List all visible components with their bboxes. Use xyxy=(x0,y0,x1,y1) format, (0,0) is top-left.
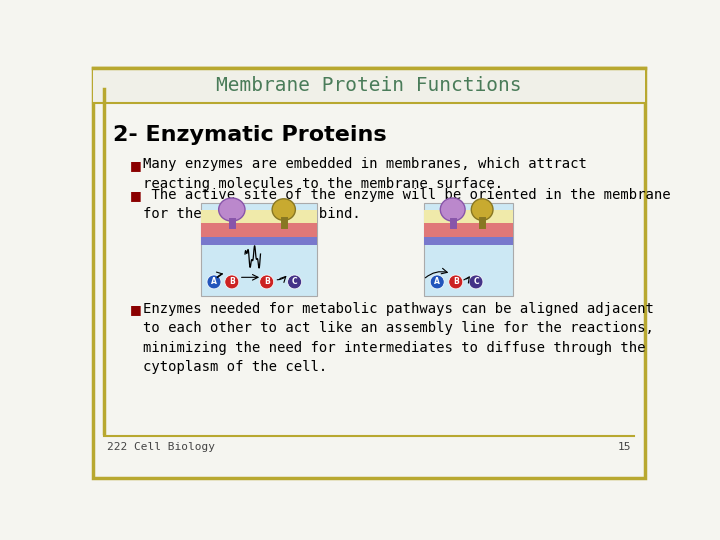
Circle shape xyxy=(431,275,444,289)
Bar xyxy=(201,224,317,237)
Text: The active site of the enzyme will be oriented in the membrane
for the substrate: The active site of the enzyme will be or… xyxy=(143,188,670,221)
Ellipse shape xyxy=(441,198,465,221)
Circle shape xyxy=(469,275,483,289)
Circle shape xyxy=(207,275,221,289)
Circle shape xyxy=(225,275,239,289)
Ellipse shape xyxy=(272,199,295,220)
Text: B: B xyxy=(453,278,459,286)
Text: C: C xyxy=(292,278,297,286)
Text: 222 Cell Biology: 222 Cell Biology xyxy=(107,442,215,452)
Text: ■: ■ xyxy=(130,159,142,172)
Circle shape xyxy=(449,275,463,289)
Ellipse shape xyxy=(219,198,245,221)
Ellipse shape xyxy=(472,199,493,220)
Text: B: B xyxy=(229,278,235,286)
Text: A: A xyxy=(434,278,440,286)
Text: ■: ■ xyxy=(130,303,142,316)
Circle shape xyxy=(260,275,274,289)
Bar xyxy=(423,224,513,237)
Text: 2- Enzymatic Proteins: 2- Enzymatic Proteins xyxy=(113,125,387,145)
Text: Enzymes needed for metabolic pathways can be aligned adjacent
to each other to a: Enzymes needed for metabolic pathways ca… xyxy=(143,302,654,374)
Bar xyxy=(201,237,317,245)
Bar xyxy=(423,237,513,245)
Text: A: A xyxy=(211,278,217,286)
Text: ■: ■ xyxy=(130,190,142,202)
Text: 15: 15 xyxy=(618,442,631,452)
Text: C: C xyxy=(473,278,479,286)
Text: Membrane Protein Functions: Membrane Protein Functions xyxy=(216,76,522,95)
Text: Many enzymes are embedded in membranes, which attract
reacting molecules to the : Many enzymes are embedded in membranes, … xyxy=(143,157,587,191)
Bar xyxy=(93,68,645,103)
Bar xyxy=(423,204,513,296)
Circle shape xyxy=(287,275,302,289)
Bar xyxy=(201,210,317,224)
Text: B: B xyxy=(264,278,269,286)
Bar xyxy=(423,210,513,224)
Bar xyxy=(201,204,317,296)
